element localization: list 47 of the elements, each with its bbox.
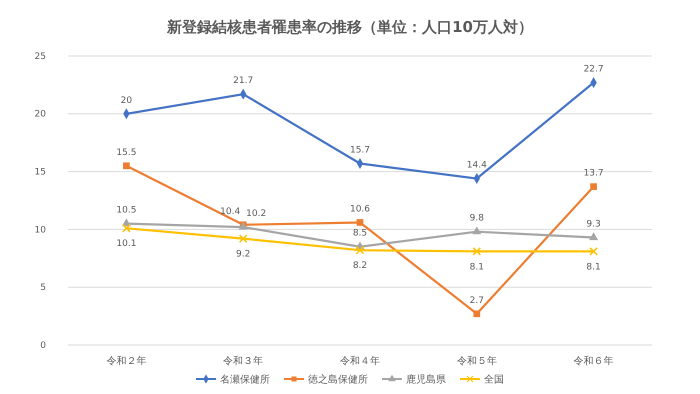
y-tick-label: 5 (40, 283, 46, 294)
data-label: 14.4 (466, 160, 488, 171)
x-tick-label: 令和３年 (223, 355, 264, 368)
data-label: 9.2 (236, 250, 250, 260)
point (356, 219, 364, 226)
data-label: 10.5 (116, 206, 136, 216)
data-label: 8.1 (470, 262, 484, 272)
data-label: 9.8 (470, 214, 484, 224)
x-tick-label: 令和５年 (456, 355, 497, 368)
data-label: 10.2 (246, 209, 266, 220)
point (356, 246, 364, 255)
point (123, 162, 130, 170)
y-tick-label: 10 (34, 225, 46, 236)
data-label: 8.1 (586, 262, 601, 272)
data-label: 22.7 (584, 64, 604, 75)
y-tick-label: 15 (34, 167, 46, 178)
legend-label: 徳之島保健所 (308, 374, 368, 386)
x-tick-label: 令和４年 (340, 355, 380, 368)
x-tick-label: 令和２年 (106, 355, 146, 368)
y-tick-label: 0 (40, 340, 46, 351)
legend-label: 鹿児島県 (406, 374, 446, 386)
point (473, 310, 480, 318)
point (589, 247, 598, 256)
legend-label: 全国 (484, 374, 504, 386)
data-label: 13.7 (584, 168, 604, 179)
y-tick-label: 25 (34, 52, 46, 62)
data-label: 21.7 (233, 76, 254, 86)
data-label: 20 (120, 96, 132, 106)
point (238, 234, 248, 243)
legend-label: 名瀬保健所 (220, 374, 270, 386)
data-label: 8.5 (352, 228, 368, 239)
point (589, 232, 598, 240)
point (590, 183, 597, 190)
data-label: 10.1 (116, 239, 136, 250)
point (472, 226, 482, 234)
data-label: 10.4 (220, 206, 240, 217)
point (122, 224, 131, 233)
data-label: 15.7 (350, 146, 370, 156)
chart-title: 新登録結核患者罹患率の推移（単位：人口10万人対） (166, 18, 533, 36)
data-label: 8.2 (352, 261, 368, 272)
data-label: 15.5 (116, 148, 136, 158)
data-label: 10.6 (350, 204, 370, 214)
y-tick-label: 20 (34, 110, 46, 120)
data-label: 9.3 (586, 219, 601, 230)
data-label: 2.7 (470, 296, 484, 306)
point (472, 247, 482, 256)
x-tick-label: 令和６年 (574, 355, 614, 368)
